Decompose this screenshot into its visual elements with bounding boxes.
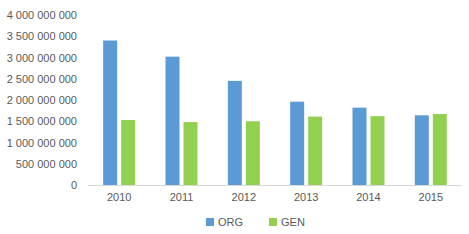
y-tick-label: 500 000 000 — [16, 158, 77, 170]
y-tick-label: 1 000 000 000 — [7, 137, 77, 149]
y-tick-label: 2 500 000 000 — [7, 73, 77, 85]
y-tick-label: 0 — [71, 179, 77, 191]
x-tick-label: 2012 — [232, 191, 256, 203]
bar — [433, 114, 447, 185]
bar — [290, 102, 304, 185]
bar — [184, 122, 198, 185]
y-tick-label: 3 000 000 000 — [7, 52, 77, 64]
bar — [246, 121, 260, 185]
x-tick-label: 2011 — [170, 191, 194, 203]
legend-swatch — [269, 218, 277, 226]
bar — [371, 116, 385, 185]
bar — [353, 108, 367, 185]
bar — [166, 57, 180, 185]
bars — [103, 41, 447, 186]
x-tick-label: 2014 — [356, 191, 380, 203]
legend-label: GEN — [281, 216, 305, 228]
bar — [121, 120, 135, 185]
y-tick-label: 3 500 000 000 — [7, 30, 77, 42]
x-tick-label: 2013 — [294, 191, 318, 203]
bar — [228, 81, 242, 185]
y-tick-label: 1 500 000 000 — [7, 115, 77, 127]
chart: 0 500 000 000 1 000 000 000 1 500 000 000 2 … — [0, 0, 469, 234]
x-tick-label: 2015 — [419, 191, 443, 203]
x-axis-line — [88, 185, 462, 186]
legend-swatch — [206, 218, 214, 226]
y-tick-label: 2 000 000 000 — [7, 94, 77, 106]
bar — [415, 115, 429, 185]
bar — [308, 117, 322, 185]
legend-label: ORG — [218, 216, 243, 228]
x-tick-label: 2010 — [107, 191, 131, 203]
y-tick-label: 4 000 000 000 — [7, 9, 77, 21]
bar — [103, 41, 117, 186]
